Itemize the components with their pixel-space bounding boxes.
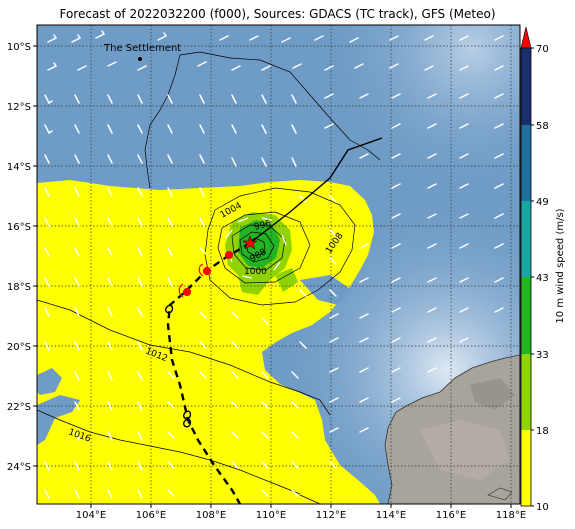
calm-patch <box>37 368 62 395</box>
lon-tick-label: 108°E <box>196 510 226 521</box>
colorbar-tick-label: 70 <box>536 44 549 55</box>
colorbar-tick-label: 18 <box>536 426 549 437</box>
lat-tick-label: 20°S <box>7 342 31 353</box>
wind-barbs <box>44 30 504 499</box>
colorbar-band <box>521 125 531 201</box>
wind-speed-colorbar: 70 58 49 43 33 18 10 10 m wind speed (m/… <box>520 26 566 513</box>
storm-core-zone <box>238 220 280 268</box>
lon-tick-label: 110°E <box>256 510 286 521</box>
colorbar-band <box>521 48 531 125</box>
lat-tick-label: 16°S <box>7 222 31 233</box>
lat-tick-label: 10°S <box>7 42 31 53</box>
lon-tick-label: 104°E <box>76 510 106 521</box>
calm-patch <box>37 395 80 445</box>
lon-tick-label: 112°E <box>316 510 346 521</box>
isobar-label: 1000 <box>244 267 267 277</box>
past-track-symbols <box>164 304 192 428</box>
isobars <box>37 51 381 504</box>
settlement-marker <box>138 57 142 61</box>
lat-tick-label: 12°S <box>7 102 31 113</box>
colorbar-tick-label: 33 <box>536 350 549 361</box>
isobar-label: 996 <box>253 219 272 233</box>
calm-patch <box>300 275 352 305</box>
lat-tick-label: 22°S <box>7 402 31 413</box>
gale-wind-zone <box>37 180 380 504</box>
storm-core-barbs <box>225 217 287 279</box>
lon-tick-label: 118°E <box>496 510 526 521</box>
colorbar-tick-label: 10 <box>536 502 549 513</box>
colorbar-tick-label: 49 <box>536 197 549 208</box>
colorbar-band <box>521 277 531 354</box>
latitude-ticks: 10°S 12°S 14°S 16°S 18°S 20°S 22°S 24°S <box>7 42 31 473</box>
map-frame <box>36 24 521 505</box>
graticule <box>37 25 520 504</box>
forecast-track <box>249 137 383 244</box>
lat-tick-label: 24°S <box>7 462 31 473</box>
colorbar-axis-label: 10 m wind speed (m/s) <box>555 208 566 323</box>
figure-title: Forecast of 2022032200 (f000), Sources: … <box>59 7 496 21</box>
lat-tick-label: 18°S <box>7 282 31 293</box>
lon-tick-label: 116°E <box>436 510 466 521</box>
lon-tick-label: 114°E <box>376 510 406 521</box>
settlement-label: The Settlement <box>103 43 181 54</box>
colorbar-tick-label: 58 <box>536 121 549 132</box>
colorbar-band <box>521 354 531 430</box>
colorbar-tick-label: 43 <box>536 273 549 284</box>
cyclone-positions <box>178 250 234 298</box>
cyclone-current-position <box>242 235 258 250</box>
longitude-ticks: 104°E 106°E 108°E 110°E 112°E 114°E 116°… <box>76 510 526 521</box>
lon-tick-label: 106°E <box>136 510 166 521</box>
colorbar-band <box>521 201 531 277</box>
map-area <box>37 25 520 504</box>
colorbar-extend-arrow <box>520 26 532 49</box>
lat-tick-label: 14°S <box>7 162 31 173</box>
colorbar-band <box>521 430 531 506</box>
